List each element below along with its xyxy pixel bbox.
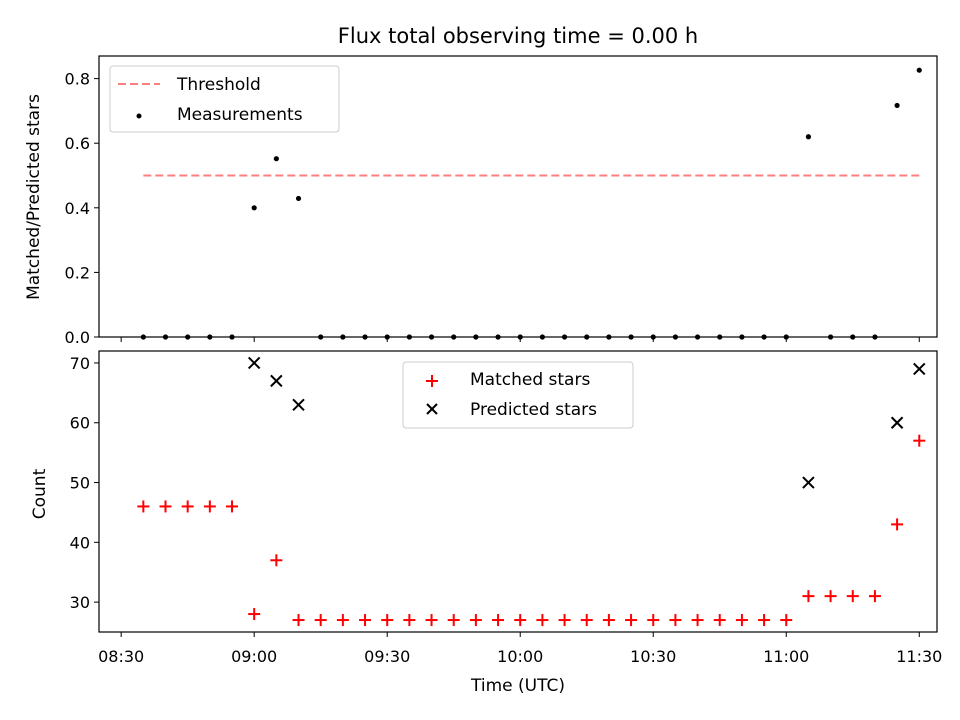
matched-star-point xyxy=(203,500,216,513)
chart-title: Flux total observing time = 0.00 h xyxy=(338,24,698,48)
bottom-legend: Matched stars Predicted stars xyxy=(402,361,634,429)
x-tick-label: 11:00 xyxy=(763,647,809,666)
bottom-axes-frame xyxy=(98,350,938,633)
predicted-star-point xyxy=(802,476,815,489)
y-tick-label: 30 xyxy=(70,593,90,612)
matched-star-point xyxy=(292,614,305,627)
matched-star-point xyxy=(647,614,660,627)
x-axis-label: Time (UTC) xyxy=(470,676,565,696)
x-tick-label: 09:30 xyxy=(364,647,410,666)
matched-star-point xyxy=(447,614,460,627)
legend-predicted-label: Predicted stars xyxy=(470,400,597,420)
matched-star-point xyxy=(602,614,615,627)
legend-matched-label: Matched stars xyxy=(470,370,590,390)
matched-star-point xyxy=(846,590,859,603)
matched-star-point xyxy=(735,614,748,627)
matched-star-point xyxy=(492,614,505,627)
legend-measurements-label: Measurements xyxy=(177,105,303,125)
predicted-star-point xyxy=(292,398,305,412)
matched-star-point xyxy=(758,614,771,627)
measurement-point xyxy=(894,102,900,109)
y-tick-label: 50 xyxy=(70,474,90,493)
matched-star-point xyxy=(780,614,793,627)
matched-star-point xyxy=(159,500,172,513)
matched-star-point xyxy=(691,614,704,627)
top-x-ticks xyxy=(120,337,920,342)
top-legend-box xyxy=(109,65,340,133)
top-y-ticks: 0.0 0.2 0.4 0.6 0.8 xyxy=(65,70,99,347)
matched-star-point xyxy=(270,554,283,567)
bottom-y-axis-label: Count xyxy=(30,468,50,519)
bottom-y-ticks: 30 40 50 60 70 xyxy=(70,354,99,612)
matched-star-point xyxy=(713,614,726,627)
top-y-axis-label: Matched/Predicted stars xyxy=(24,94,44,300)
matched-star-point xyxy=(226,500,239,513)
measurement-point xyxy=(916,67,922,73)
y-tick-label: 60 xyxy=(70,414,90,433)
measurement-point xyxy=(273,156,279,162)
matched-star-point xyxy=(314,614,327,627)
x-tick-label: 08:30 xyxy=(98,647,144,666)
legend-threshold-label: Threshold xyxy=(176,75,261,95)
y-tick-label: 40 xyxy=(70,533,90,552)
predicted-star-point xyxy=(270,374,283,388)
matched-star-point xyxy=(403,614,416,627)
bottom-legend-box xyxy=(402,361,634,429)
measurement-point xyxy=(251,205,257,211)
matched-star-point xyxy=(913,434,926,447)
flux-ratio-panel: Flux total observing time = 0.00 h 0.00.… xyxy=(24,24,938,347)
predicted-star-point xyxy=(913,362,926,376)
legend-matched-swatch xyxy=(426,375,438,387)
matched-star-point xyxy=(359,614,372,627)
matched-star-point xyxy=(580,614,593,627)
matched-star-point xyxy=(558,614,571,627)
bottom-x-ticks: 08:30 09:00 09:30 10:00 10:30 11:00 11:30 xyxy=(98,632,942,666)
y-tick-label: 0.2 xyxy=(65,263,90,282)
top-marks xyxy=(140,67,922,340)
matched-star-point xyxy=(381,614,394,627)
x-tick-label: 11:30 xyxy=(896,647,942,666)
matched-star-point xyxy=(536,614,549,627)
matched-star-point xyxy=(181,500,194,513)
matched-star-point xyxy=(824,590,837,603)
matched-star-point xyxy=(137,500,150,513)
matched-star-point xyxy=(625,614,638,627)
matched-star-point xyxy=(248,608,261,621)
y-tick-label: 0.8 xyxy=(65,70,90,89)
matched-star-point xyxy=(868,590,881,603)
measurement-point xyxy=(805,134,812,140)
matched-star-point xyxy=(336,614,349,627)
star-count-panel: 30 40 50 60 70 08:30 09:00 09:30 10:00 10:30 11:0… xyxy=(30,350,942,696)
top-legend: Threshold Measurements xyxy=(109,65,340,133)
x-tick-label: 10:30 xyxy=(630,647,676,666)
x-tick-label: 10:00 xyxy=(497,647,543,666)
bottom-marks xyxy=(137,356,926,627)
y-tick-label: 70 xyxy=(70,354,90,373)
matched-star-point xyxy=(669,614,682,627)
legend-predicted-swatch xyxy=(426,403,438,415)
x-tick-label: 09:00 xyxy=(231,647,277,666)
matched-star-point xyxy=(891,518,904,531)
matched-star-point xyxy=(425,614,438,627)
predicted-star-point xyxy=(890,416,904,429)
top-axes-frame xyxy=(98,55,938,338)
measurement-point xyxy=(295,195,302,202)
y-tick-label: 0.6 xyxy=(65,134,90,153)
matched-star-point xyxy=(514,614,527,627)
matched-star-point xyxy=(469,614,482,627)
predicted-star-point xyxy=(247,356,261,370)
legend-measurements-swatch xyxy=(136,113,142,119)
y-tick-label: 0.4 xyxy=(65,199,90,218)
matched-star-point xyxy=(802,590,815,603)
y-tick-label: 0.0 xyxy=(65,328,90,347)
